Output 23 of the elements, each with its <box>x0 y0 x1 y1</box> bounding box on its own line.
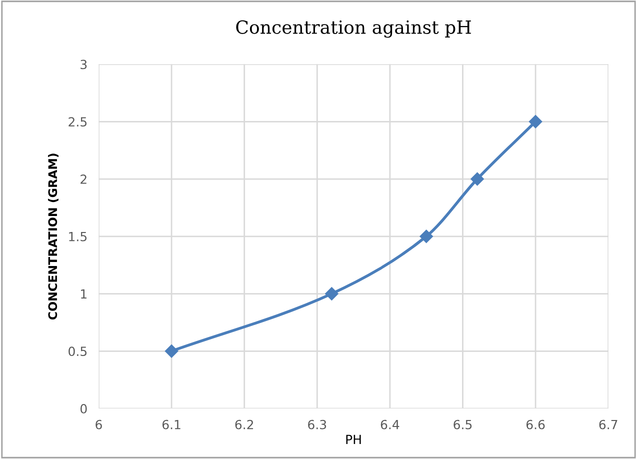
x-tick-label: 6.1 <box>162 420 180 430</box>
x-tick-label: 6.7 <box>599 420 618 430</box>
y-axis-title: CONCENTRATION (GRAM) <box>48 154 59 320</box>
y-tick-label: 2 <box>80 174 86 184</box>
point <box>420 230 433 243</box>
y-tick-label: 1 <box>81 289 86 299</box>
y-tick-label: 2.5 <box>68 117 87 127</box>
y-tick-label: 1.5 <box>69 232 87 242</box>
y-tick-label: 3 <box>80 60 87 70</box>
x-tick-label: 6.4 <box>380 420 400 430</box>
y-tick-label: 0.5 <box>68 346 87 356</box>
x-tick-label: 6.3 <box>308 420 326 430</box>
point <box>164 344 178 358</box>
y-tick-label: 0 <box>80 404 87 414</box>
point <box>528 115 542 128</box>
point <box>325 287 338 300</box>
x-axis-title: PH <box>346 434 361 444</box>
x-tick-label: 6 <box>96 420 102 430</box>
x-tick-label: 6.5 <box>454 420 472 430</box>
x-tick-label: 6.6 <box>526 420 545 430</box>
point <box>470 172 484 186</box>
x-tick-label: 6.2 <box>235 420 254 430</box>
chart-title: Concentration against pH <box>236 20 471 38</box>
